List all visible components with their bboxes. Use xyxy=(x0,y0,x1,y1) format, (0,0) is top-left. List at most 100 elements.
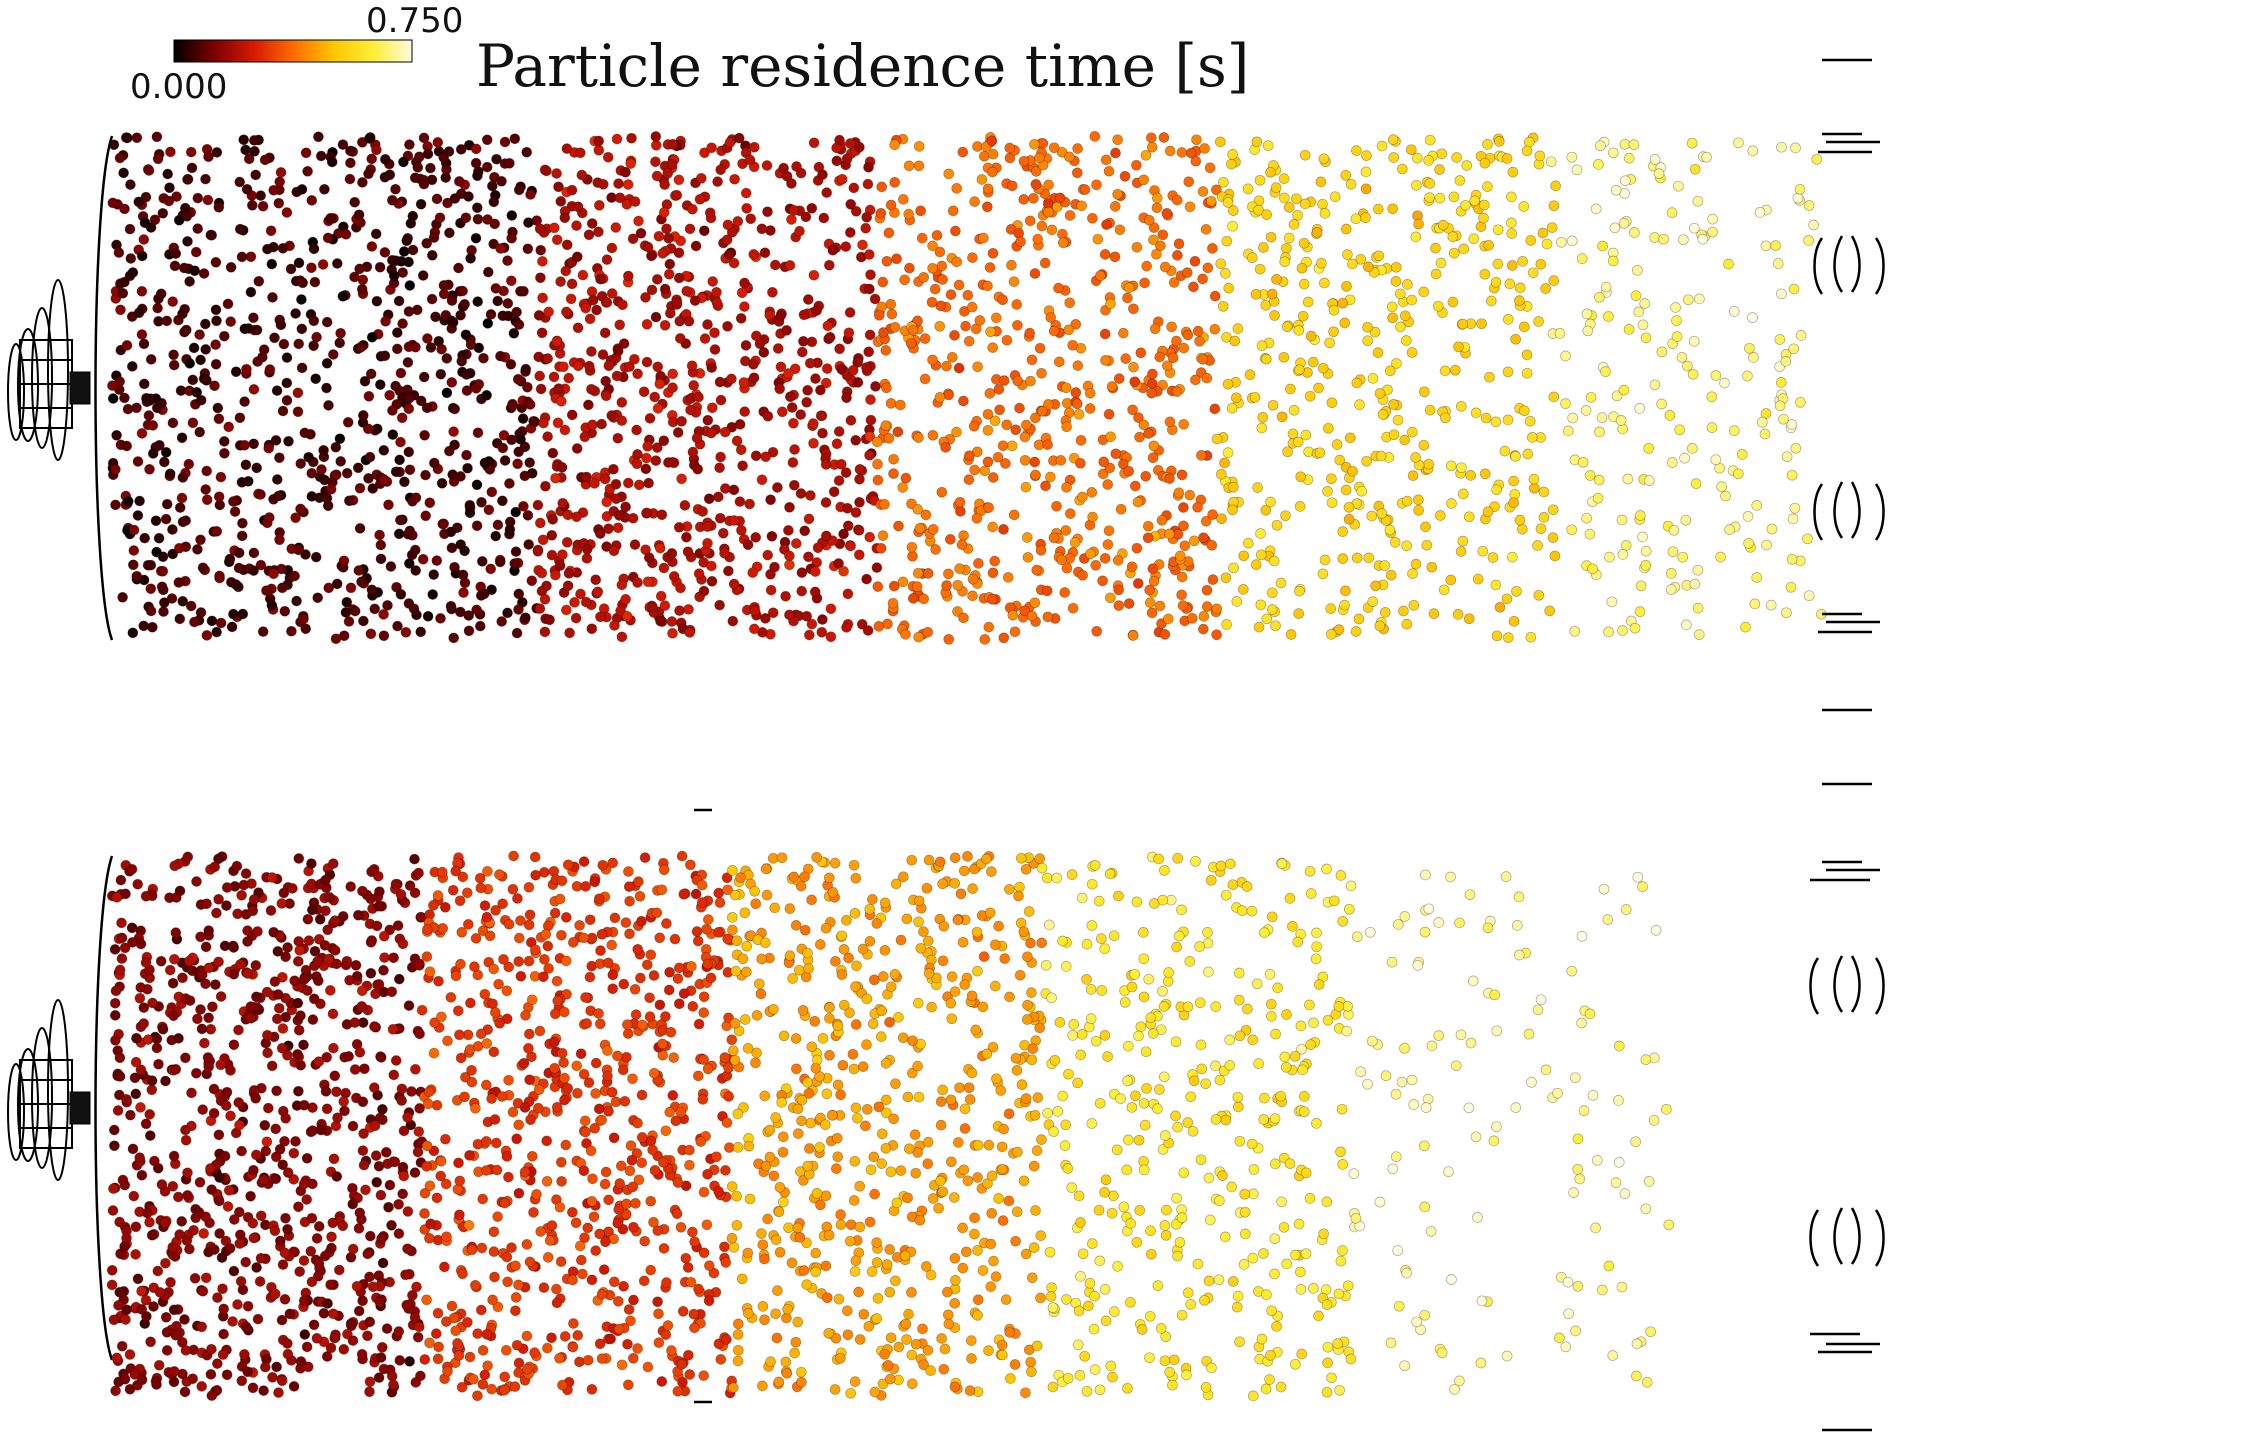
particle xyxy=(230,507,240,517)
particle xyxy=(1030,598,1040,608)
particle xyxy=(328,859,338,869)
particle xyxy=(1105,593,1115,603)
particle xyxy=(1672,316,1682,326)
particle xyxy=(988,149,998,159)
particle xyxy=(1342,250,1352,260)
particle xyxy=(707,403,717,413)
particle xyxy=(798,336,808,346)
particle xyxy=(873,459,883,469)
particle xyxy=(348,1244,358,1254)
particle xyxy=(649,971,659,981)
particle xyxy=(229,943,239,953)
particle xyxy=(169,350,179,360)
particle xyxy=(583,400,593,410)
particle xyxy=(696,173,706,183)
particle xyxy=(178,596,188,606)
particle xyxy=(817,615,827,625)
particle xyxy=(1591,204,1601,214)
particle xyxy=(700,334,710,344)
particle xyxy=(1032,565,1042,575)
particle xyxy=(1657,347,1667,357)
particle xyxy=(1724,259,1734,269)
particle xyxy=(928,263,938,273)
particle xyxy=(188,966,198,976)
particle xyxy=(157,1180,167,1190)
particle xyxy=(1279,193,1289,203)
particle xyxy=(597,1115,607,1125)
particle xyxy=(121,1315,131,1325)
particle xyxy=(607,1087,617,1097)
particle xyxy=(1011,1236,1021,1246)
particle xyxy=(243,937,253,947)
particle xyxy=(351,960,361,970)
particle xyxy=(1629,140,1639,150)
particle xyxy=(629,1295,639,1305)
particle xyxy=(694,392,704,402)
particle xyxy=(313,132,323,142)
particle xyxy=(1448,232,1458,242)
particle xyxy=(391,467,401,477)
particle xyxy=(202,899,212,909)
particle xyxy=(535,224,545,234)
particle xyxy=(169,1305,179,1315)
particle xyxy=(1376,451,1386,461)
particle xyxy=(1533,541,1543,551)
particle xyxy=(274,1003,284,1013)
particle xyxy=(785,904,795,914)
particle xyxy=(606,1334,616,1344)
particle xyxy=(560,1331,570,1341)
particle xyxy=(576,1049,586,1059)
particle xyxy=(1567,525,1577,535)
particle xyxy=(1218,177,1228,187)
particle xyxy=(1175,551,1185,561)
particle xyxy=(637,1158,647,1168)
particle xyxy=(1419,287,1429,297)
particle xyxy=(322,1104,332,1114)
particle xyxy=(1043,440,1053,450)
particle xyxy=(1228,221,1238,231)
particle xyxy=(1250,392,1260,402)
particle xyxy=(311,374,321,384)
particle xyxy=(271,435,281,445)
particle xyxy=(1256,550,1266,560)
particle xyxy=(872,437,882,447)
particle xyxy=(1012,1065,1022,1075)
particle xyxy=(524,1029,534,1039)
particle xyxy=(952,257,962,267)
particle xyxy=(779,1031,789,1041)
particle xyxy=(171,1064,181,1074)
particle xyxy=(214,894,224,904)
particle xyxy=(1534,317,1544,327)
particle xyxy=(491,1138,501,1148)
particle xyxy=(218,1284,228,1294)
particle xyxy=(1500,446,1510,456)
particle xyxy=(1015,882,1025,892)
particle xyxy=(1391,276,1401,286)
particle xyxy=(1128,304,1138,314)
particle xyxy=(1702,152,1712,162)
particle xyxy=(684,316,694,326)
particle xyxy=(391,184,401,194)
particle xyxy=(723,220,733,230)
particle xyxy=(423,149,433,159)
particle xyxy=(243,1301,253,1311)
particle xyxy=(507,400,517,410)
particle xyxy=(1078,570,1088,580)
particle xyxy=(1388,204,1398,214)
particle xyxy=(1093,234,1103,244)
particle xyxy=(1215,137,1225,147)
particle xyxy=(419,133,429,143)
particle xyxy=(873,582,883,592)
particle xyxy=(1040,258,1050,268)
particle xyxy=(247,200,257,210)
particle xyxy=(413,162,423,172)
particle xyxy=(342,956,352,966)
particle xyxy=(582,553,592,563)
particle xyxy=(677,416,687,426)
particle xyxy=(459,588,469,598)
particle xyxy=(475,621,485,631)
particle xyxy=(758,1240,768,1250)
particle xyxy=(146,1337,156,1347)
particle xyxy=(1171,336,1181,346)
particle xyxy=(207,1185,217,1195)
